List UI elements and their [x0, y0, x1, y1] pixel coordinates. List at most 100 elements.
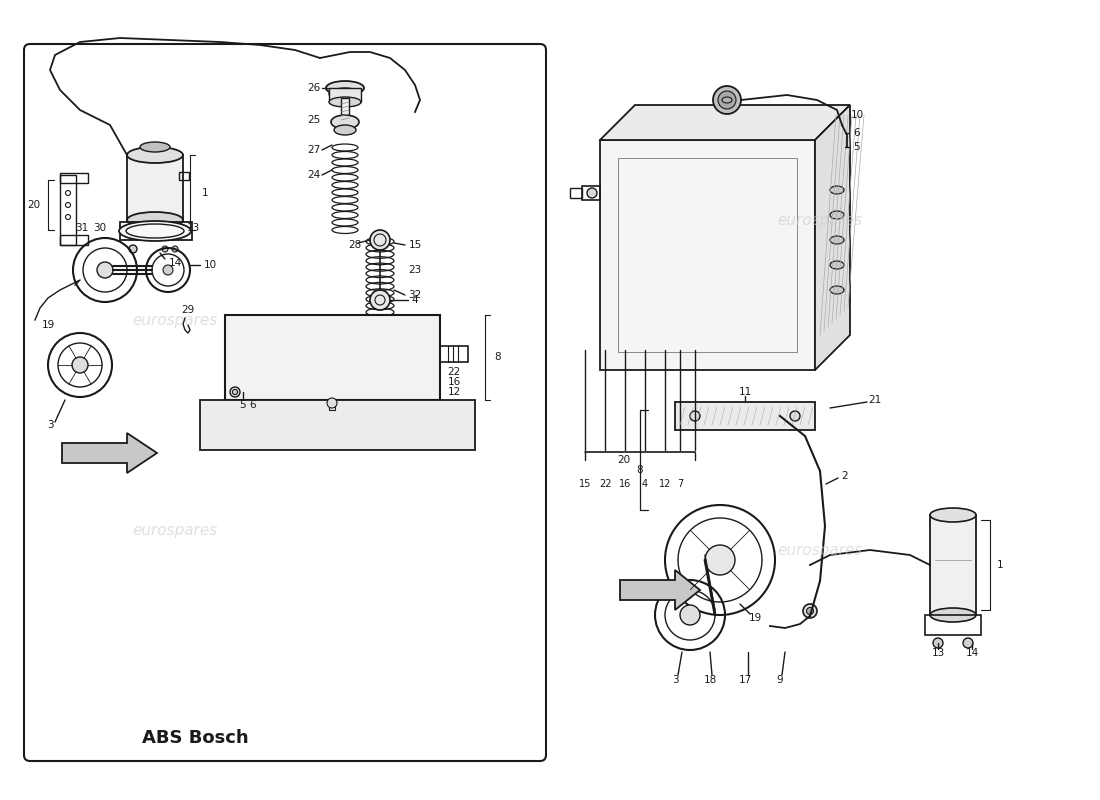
Text: 3: 3 — [46, 420, 53, 430]
Text: ABS Bosch: ABS Bosch — [142, 729, 249, 747]
Text: 11: 11 — [738, 387, 751, 397]
Text: 16: 16 — [448, 377, 461, 387]
Text: 13: 13 — [186, 223, 199, 233]
Text: 2: 2 — [842, 471, 848, 481]
Bar — [582, 186, 600, 200]
Text: 28: 28 — [349, 240, 362, 250]
Text: 18: 18 — [703, 675, 716, 685]
Bar — [226, 315, 440, 400]
Ellipse shape — [830, 261, 844, 269]
Circle shape — [705, 545, 735, 575]
Ellipse shape — [126, 212, 183, 228]
Bar — [60, 175, 76, 245]
Text: 8: 8 — [495, 353, 502, 362]
Text: 13: 13 — [932, 648, 945, 658]
Bar — [341, 98, 349, 120]
Text: 8: 8 — [637, 465, 644, 475]
Circle shape — [690, 411, 700, 421]
Circle shape — [162, 246, 168, 252]
Text: 32: 32 — [408, 290, 421, 300]
Circle shape — [370, 290, 390, 310]
Text: 31: 31 — [76, 223, 89, 233]
Text: 22: 22 — [598, 479, 612, 489]
Text: 12: 12 — [659, 479, 671, 489]
Ellipse shape — [126, 147, 183, 163]
Text: 17: 17 — [738, 675, 751, 685]
Circle shape — [370, 230, 390, 250]
Ellipse shape — [830, 186, 844, 194]
Text: 16: 16 — [619, 479, 631, 489]
Text: 30: 30 — [94, 223, 107, 233]
Text: 1: 1 — [201, 188, 208, 198]
Ellipse shape — [329, 88, 361, 100]
Circle shape — [680, 605, 700, 625]
Circle shape — [933, 638, 943, 648]
Bar — [179, 172, 189, 180]
Text: 9: 9 — [777, 675, 783, 685]
Text: 22: 22 — [448, 367, 461, 377]
Bar — [925, 615, 981, 635]
Polygon shape — [620, 570, 700, 610]
Ellipse shape — [722, 97, 732, 103]
Bar — [675, 402, 815, 430]
Bar — [126, 155, 183, 220]
Ellipse shape — [830, 286, 844, 294]
Circle shape — [962, 638, 974, 648]
Text: 15: 15 — [408, 240, 421, 250]
Bar — [570, 188, 582, 198]
Ellipse shape — [331, 115, 359, 129]
Circle shape — [803, 604, 817, 618]
Bar — [60, 173, 88, 183]
Circle shape — [806, 607, 814, 614]
Text: 21: 21 — [868, 395, 881, 405]
Text: 10: 10 — [204, 260, 217, 270]
Text: 19: 19 — [42, 320, 55, 330]
Polygon shape — [62, 433, 157, 473]
Text: 14: 14 — [966, 648, 979, 658]
Polygon shape — [600, 105, 850, 140]
Text: 29: 29 — [182, 305, 195, 315]
Text: 23: 23 — [408, 265, 421, 275]
Circle shape — [327, 398, 337, 408]
Bar — [440, 346, 467, 362]
Circle shape — [129, 245, 138, 253]
Ellipse shape — [326, 81, 364, 95]
Circle shape — [72, 357, 88, 373]
Polygon shape — [600, 140, 815, 370]
Bar — [930, 515, 976, 615]
Text: 3: 3 — [672, 675, 679, 685]
Text: 15: 15 — [579, 479, 591, 489]
Circle shape — [97, 262, 113, 278]
Ellipse shape — [334, 125, 356, 135]
Text: 20: 20 — [617, 455, 630, 465]
Bar — [329, 400, 336, 410]
Ellipse shape — [930, 508, 976, 522]
Ellipse shape — [119, 221, 191, 241]
Text: 20: 20 — [26, 200, 40, 210]
Text: eurospares: eurospares — [778, 213, 862, 227]
Ellipse shape — [329, 97, 361, 107]
Bar — [60, 235, 88, 245]
Ellipse shape — [140, 142, 170, 152]
Text: 5: 5 — [854, 142, 860, 152]
Text: 25: 25 — [307, 115, 320, 125]
Text: 4: 4 — [411, 295, 418, 305]
Text: eurospares: eurospares — [778, 542, 862, 558]
Text: 27: 27 — [307, 145, 320, 155]
Bar — [618, 158, 798, 352]
Text: 6: 6 — [854, 128, 860, 138]
Circle shape — [790, 411, 800, 421]
Text: 14: 14 — [168, 258, 182, 268]
Text: eurospares: eurospares — [132, 313, 218, 327]
Circle shape — [163, 265, 173, 275]
Bar — [200, 400, 475, 450]
Bar — [329, 88, 361, 102]
Text: 12: 12 — [448, 387, 461, 397]
Text: 19: 19 — [748, 613, 761, 623]
Circle shape — [172, 246, 178, 252]
Text: 1: 1 — [997, 560, 1003, 570]
Circle shape — [587, 188, 597, 198]
Text: 10: 10 — [850, 110, 864, 120]
Polygon shape — [815, 105, 850, 370]
Circle shape — [230, 387, 240, 397]
